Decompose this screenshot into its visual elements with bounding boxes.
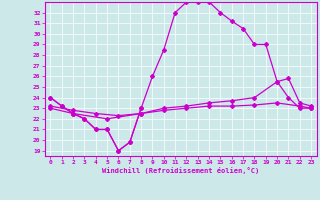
X-axis label: Windchill (Refroidissement éolien,°C): Windchill (Refroidissement éolien,°C) [102,167,260,174]
